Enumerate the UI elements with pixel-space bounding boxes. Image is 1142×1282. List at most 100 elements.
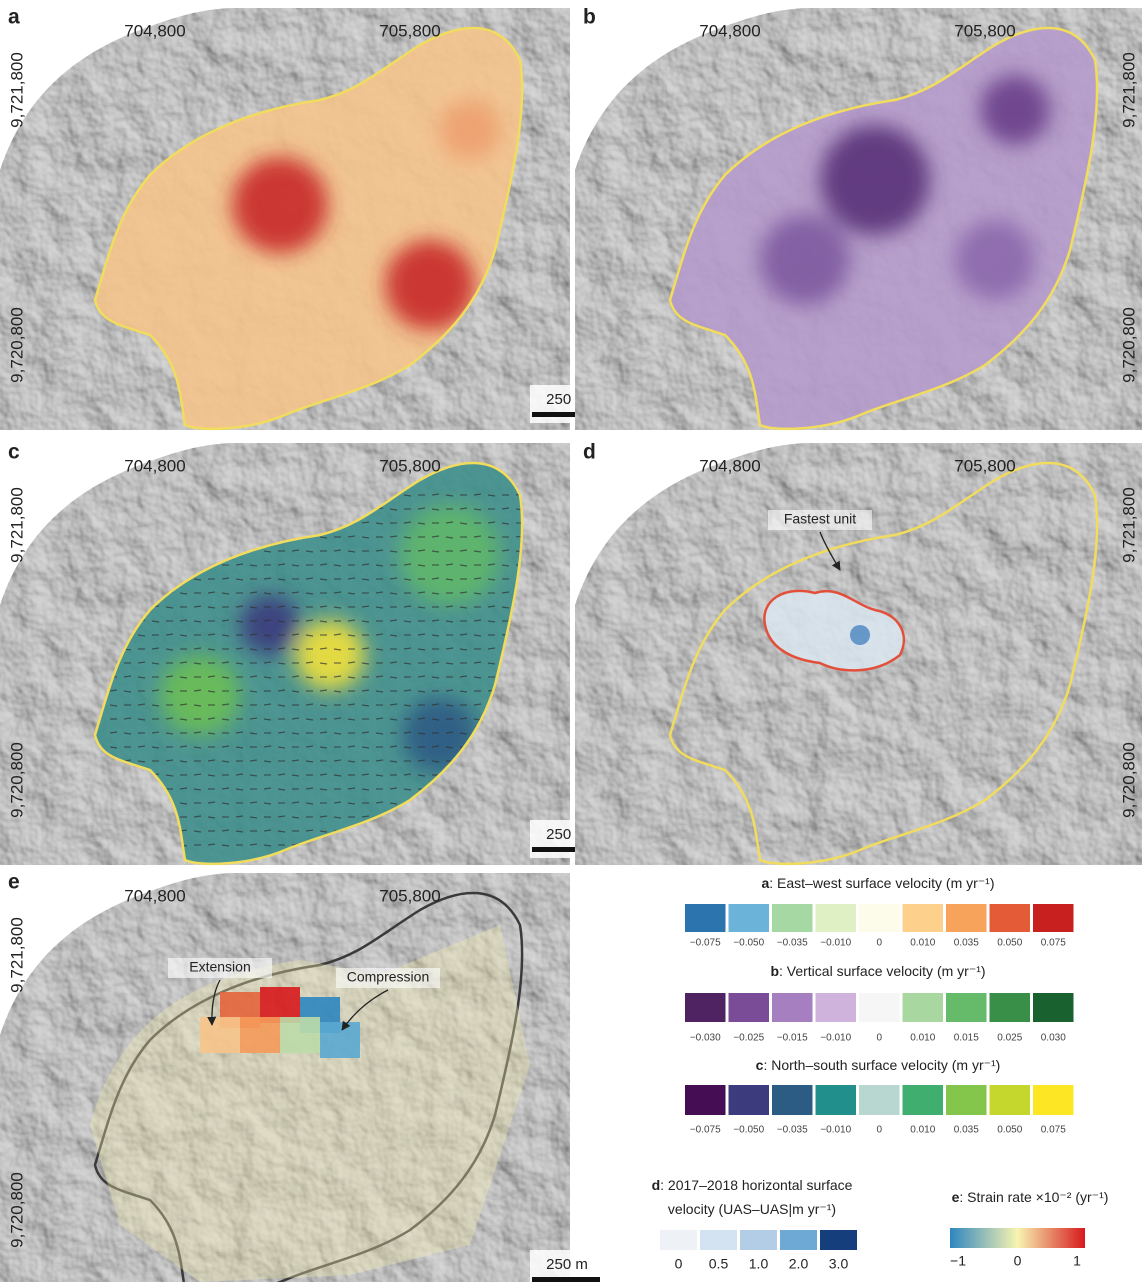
legend-label: 0 <box>876 1125 882 1136</box>
velocity-blob <box>760 215 850 305</box>
legend-label: −0.010 <box>820 1033 851 1044</box>
easting-label: 705,800 <box>379 886 440 905</box>
strain-blob <box>200 987 360 1058</box>
legend-label: 1 <box>1073 1253 1081 1269</box>
legend-label: −0.030 <box>690 1033 721 1044</box>
easting-label: 704,800 <box>124 456 185 475</box>
legend-swatch <box>729 993 770 1022</box>
legend-key: c <box>756 1057 764 1073</box>
easting-label: 704,800 <box>699 456 760 475</box>
legend-swatch <box>729 1085 770 1115</box>
legend-swatch <box>859 904 900 932</box>
legend-label: 0 <box>876 1033 882 1044</box>
legend-label: −1 <box>950 1253 966 1269</box>
legend-swatch <box>700 1230 737 1250</box>
legend-title: d: 2017–2018 horizontal surface <box>652 1177 853 1193</box>
legend-title: b: Vertical surface velocity (m yr⁻¹) <box>770 963 985 979</box>
northing-label: 9,720,800 <box>7 307 26 383</box>
scale-bar <box>532 1277 600 1282</box>
legend-label: 0.010 <box>910 1033 935 1044</box>
velocity-blob <box>295 620 365 690</box>
legend-label: 0.010 <box>910 938 935 949</box>
scale-bar-label: 250 m <box>546 1256 588 1273</box>
legend-swatch <box>685 1085 726 1115</box>
legend-swatch <box>780 1230 817 1250</box>
legend-title-text: : Strain rate ×10⁻² (yr⁻¹) <box>959 1189 1108 1205</box>
legend-swatch <box>903 1085 944 1115</box>
legend-swatch <box>903 904 944 932</box>
legend-swatch <box>946 1085 987 1115</box>
legend-title: e: Strain rate ×10⁻² (yr⁻¹) <box>952 1189 1109 1205</box>
legend-swatch <box>816 993 857 1022</box>
legend-label: 1.0 <box>749 1256 769 1272</box>
legend-label: 3.0 <box>829 1256 849 1272</box>
legend-swatch <box>1033 904 1074 932</box>
legend-swatch <box>772 904 813 932</box>
easting-label: 704,800 <box>124 886 185 905</box>
panel-label: a <box>8 6 20 29</box>
legend-swatch <box>990 904 1031 932</box>
legend-label: 0.050 <box>997 938 1022 949</box>
legend-key: a <box>761 875 769 891</box>
legend-title-text: : East–west surface velocity (m yr⁻¹) <box>769 875 994 891</box>
legend-label: 0.030 <box>1041 1033 1066 1044</box>
legend: c: North–south surface velocity (m yr⁻¹)… <box>685 1057 1074 1136</box>
easting-label: 705,800 <box>954 21 1015 40</box>
easting-label: 705,800 <box>379 456 440 475</box>
legend-label: 0.075 <box>1041 938 1066 949</box>
legend-swatch <box>1033 993 1074 1022</box>
strain-cell <box>280 1017 320 1053</box>
legend-label: −0.025 <box>733 1033 764 1044</box>
legend-label: 0.075 <box>1041 1125 1066 1136</box>
legend-title-text: : 2017–2018 horizontal surface <box>660 1177 852 1193</box>
northing-label: 9,721,800 <box>1119 487 1138 563</box>
velocity-blob <box>400 505 500 605</box>
map-panel: a704,800705,8009,721,8009,720,800250 m <box>0 0 600 430</box>
legend: d: 2017–2018 horizontal surface velocity … <box>652 1177 857 1272</box>
legend-label: 0.015 <box>954 1033 979 1044</box>
legend-swatch <box>772 993 813 1022</box>
legend-label: −0.050 <box>733 938 764 949</box>
legend-swatch <box>1033 1085 1074 1115</box>
legend: a: East–west surface velocity (m yr⁻¹) −0… <box>685 875 1074 949</box>
velocity-blob <box>440 100 500 160</box>
fast-spot <box>850 625 870 645</box>
map-panel: e704,800705,8009,721,8009,720,800250 mEx… <box>0 865 600 1282</box>
velocity-blob <box>980 75 1050 145</box>
legend-label: −0.035 <box>777 1125 808 1136</box>
legend-label: 0.035 <box>954 938 979 949</box>
velocity-blob <box>955 220 1035 300</box>
legend-key: e <box>952 1189 960 1205</box>
legend-swatch <box>772 1085 813 1115</box>
legend: e: Strain rate ×10⁻² (yr⁻¹) −1 0 1 <box>950 1189 1108 1269</box>
annotation: Compression <box>347 969 429 985</box>
easting-label: 704,800 <box>124 21 185 40</box>
northing-label: 9,720,800 <box>1119 307 1138 383</box>
northing-label: 9,721,800 <box>7 487 26 563</box>
annotation: Extension <box>189 959 250 975</box>
strain-cell <box>320 1022 360 1058</box>
legend-key: b <box>770 963 779 979</box>
legend-swatch <box>859 993 900 1022</box>
legend-title: velocity (UAS–UAS|m yr⁻¹) <box>668 1201 836 1217</box>
legend-swatch <box>903 993 944 1022</box>
figure: a 704,800 705,800 9,721,800 9,720,800 250 m b 7… <box>0 0 1142 1282</box>
legend-label: 0 <box>1014 1253 1022 1269</box>
legend-swatch <box>685 993 726 1022</box>
velocity-blob <box>232 157 328 253</box>
legend-title: a: East–west surface velocity (m yr⁻¹) <box>761 875 994 891</box>
northing-label: 9,721,800 <box>7 52 26 128</box>
legend-label: 2.0 <box>789 1256 809 1272</box>
legend-swatch <box>820 1230 857 1250</box>
legend-label: −0.010 <box>820 1125 851 1136</box>
legend-swatch <box>946 904 987 932</box>
velocity-blob <box>160 655 240 735</box>
northing-label: 9,721,800 <box>1119 52 1138 128</box>
northing-label: 9,720,800 <box>1119 742 1138 818</box>
panel-label: b <box>583 6 596 29</box>
legend-colorbar <box>950 1228 1085 1248</box>
panel-label: c <box>8 441 20 464</box>
legend-label: 0 <box>876 938 882 949</box>
strain-cell <box>240 1017 280 1053</box>
